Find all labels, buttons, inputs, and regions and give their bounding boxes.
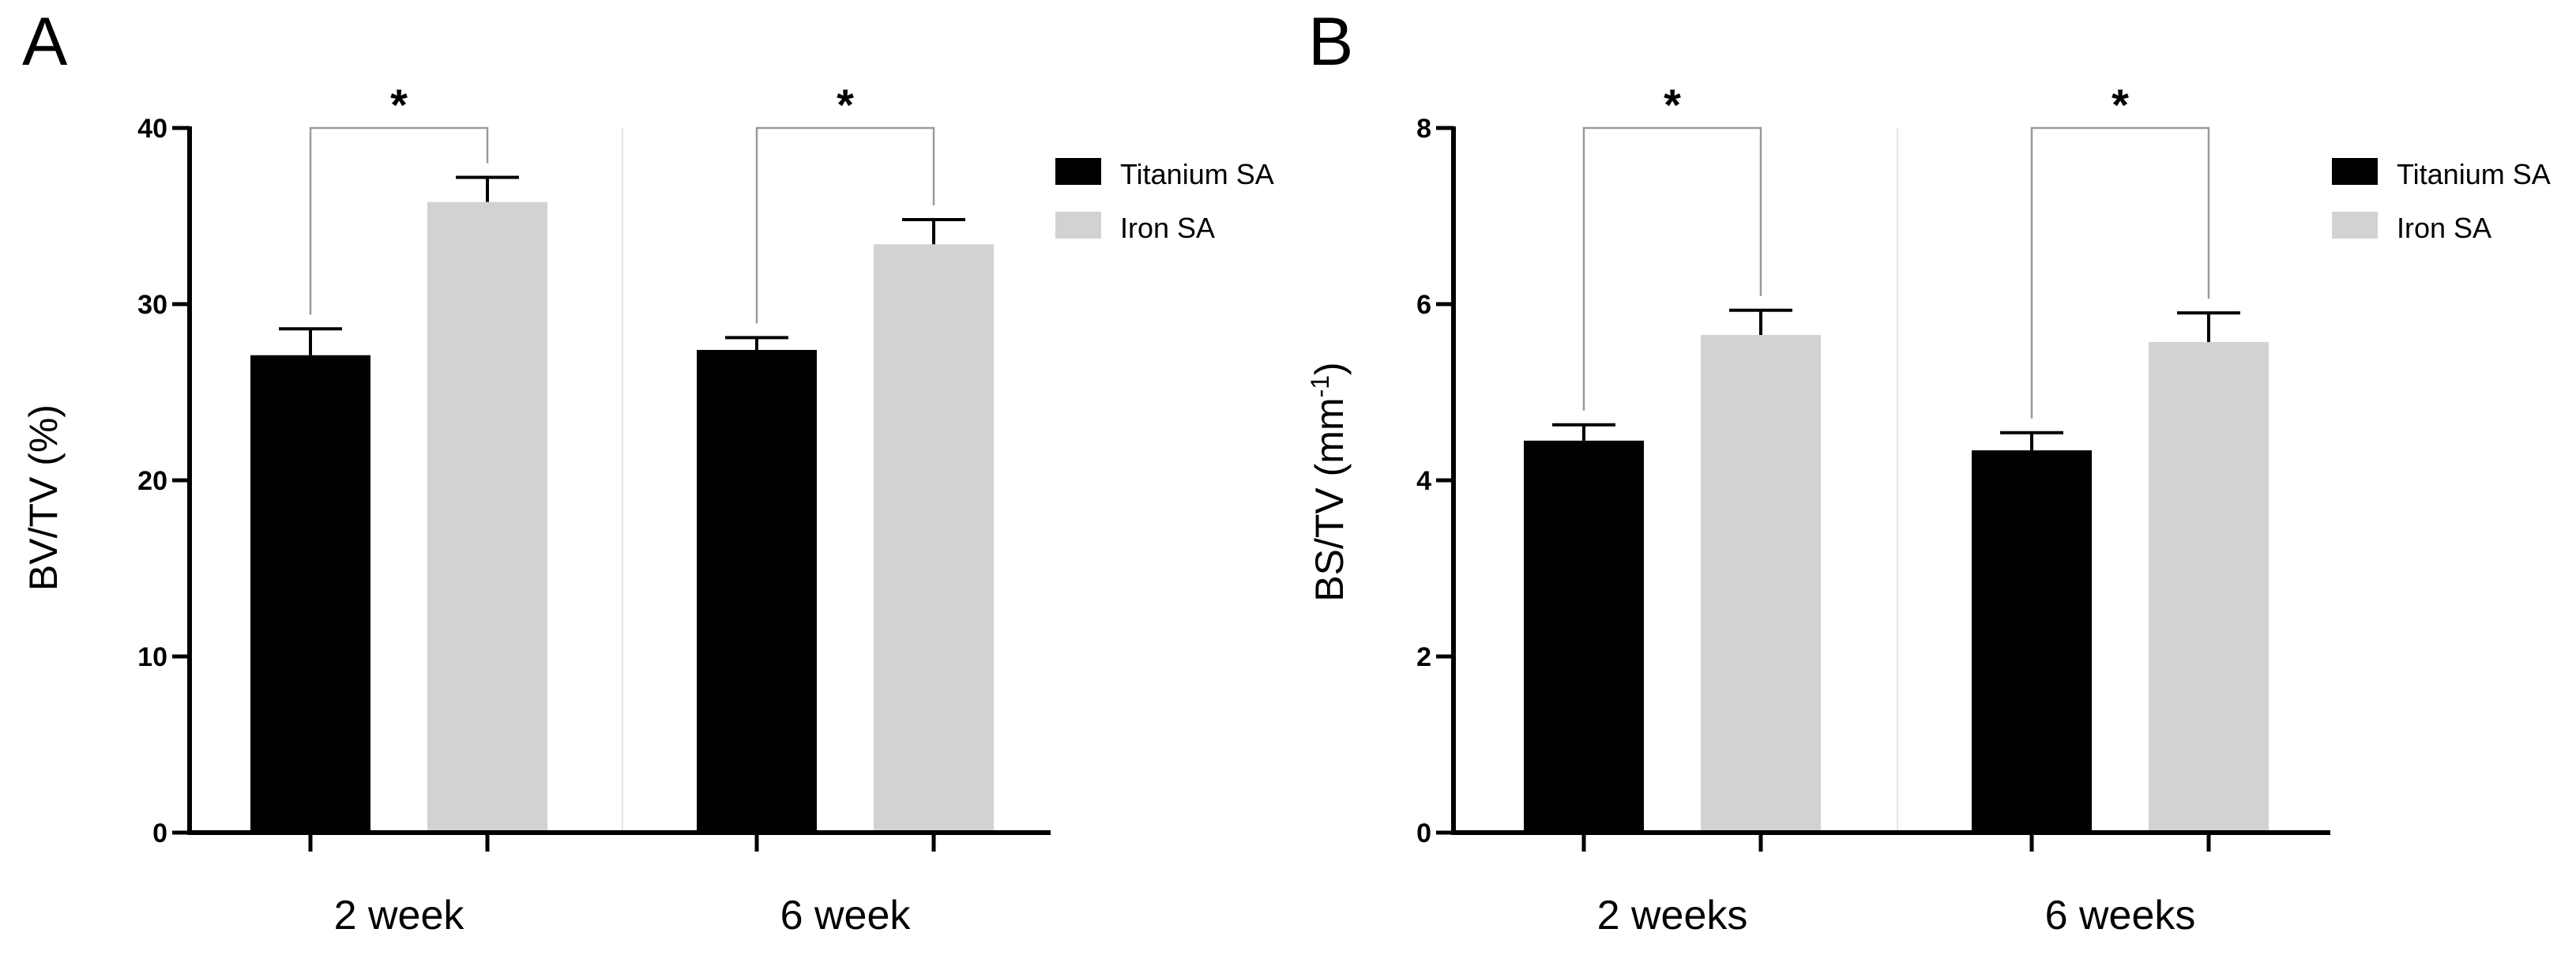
bar	[1701, 335, 1821, 833]
y-tick-label: 8	[1416, 114, 1431, 144]
y-tick-label: 20	[137, 466, 167, 496]
y-tick-label: 40	[137, 114, 167, 144]
bar	[1972, 450, 2092, 833]
panel-b: B * 2 weeks * 6 weeks 0 2 4 6 8 BS/TV (mm-1) Tit…	[1306, 4, 2551, 938]
y-tick-label: 0	[1416, 818, 1431, 848]
legend-label-iron: Iron SA	[1120, 212, 1215, 244]
panel-label: B	[1308, 4, 1353, 80]
bar	[2149, 341, 2269, 833]
significance-star: *	[1664, 80, 1681, 130]
y-tick-label: 6	[1416, 290, 1431, 320]
x-tick-label: 2 weeks	[1597, 893, 1748, 938]
panel-a: A * 2 week * 6 week 0 10 20 30 40 BV/TV (%) Tita…	[21, 4, 1274, 938]
y-tick-label: 4	[1416, 466, 1431, 496]
x-tick-label: 6 week	[780, 893, 912, 938]
legend-swatch-iron	[2332, 212, 2378, 239]
significance-bracket	[1582, 126, 1762, 411]
legend-label-titanium: Titanium SA	[1120, 158, 1274, 190]
legend: Titanium SA Iron SA	[1055, 158, 1274, 244]
significance-bracket	[309, 126, 489, 315]
bar	[250, 355, 370, 833]
plot-area: * 2 week * 6 week 0 10 20 30 40	[137, 80, 1051, 938]
legend: Titanium SA Iron SA	[2332, 158, 2551, 244]
bar	[697, 349, 817, 833]
bar	[427, 201, 547, 833]
legend-swatch-titanium	[2332, 158, 2378, 185]
y-tick-label: 2	[1416, 642, 1431, 672]
y-axis-label: BV/TV (%)	[21, 404, 66, 591]
significance-bracket	[2030, 126, 2210, 419]
legend-swatch-titanium	[1055, 158, 1101, 185]
y-tick-label: 30	[137, 290, 167, 320]
significance-star: *	[837, 80, 854, 130]
significance-bracket	[755, 126, 935, 324]
significance-star: *	[390, 80, 408, 130]
bar	[1524, 440, 1644, 833]
significance-star: *	[2112, 80, 2129, 130]
y-axis-label: BS/TV (mm-1)	[1306, 362, 1352, 601]
y-tick-label: 0	[152, 818, 167, 848]
legend-swatch-iron	[1055, 212, 1101, 239]
x-tick-label: 6 weeks	[2045, 893, 2196, 938]
plot-area: * 2 weeks * 6 weeks 0 2 4 6 8	[1416, 80, 2330, 938]
bar	[874, 244, 994, 833]
x-tick-label: 2 week	[334, 893, 465, 938]
legend-label-iron: Iron SA	[2397, 212, 2491, 244]
y-tick-label: 10	[137, 642, 167, 672]
legend-label-titanium: Titanium SA	[2397, 158, 2551, 190]
panel-label: A	[22, 4, 68, 80]
